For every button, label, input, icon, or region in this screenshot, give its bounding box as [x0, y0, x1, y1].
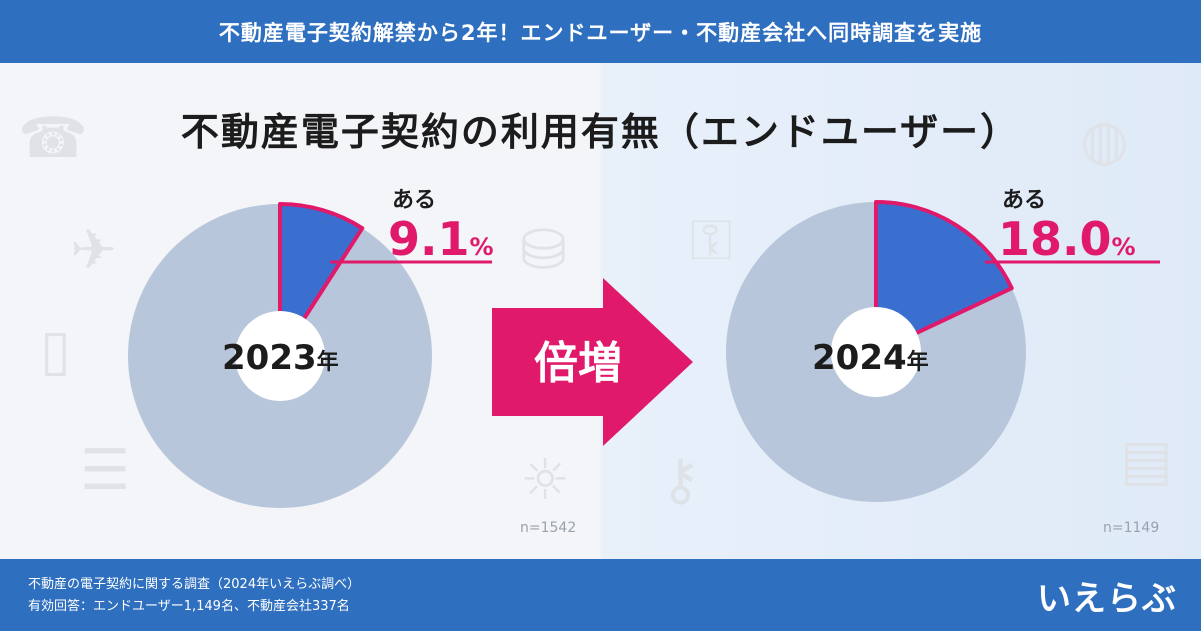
value-unit-2023: %: [469, 233, 494, 261]
footer-source: 不動産の電子契約に関する調査（2024年いえらぶ調べ）: [28, 577, 361, 592]
brand-logo: いえらぶ: [1037, 579, 1177, 619]
year-unit-2024: 年: [906, 350, 929, 375]
year-number-2024: 2024: [812, 338, 907, 378]
sample-size-2023: n=1542: [520, 520, 577, 536]
year-label-2024: 2024年: [812, 338, 929, 378]
donut-hole: [235, 311, 325, 401]
slice-label-2023: ある: [392, 188, 437, 213]
key-icon: ⚷: [660, 448, 702, 513]
top-banner: 不動産電子契約解禁から2年！エンドユーザー・不動産会社へ同時調査を実施: [0, 0, 1201, 63]
paper-plane-icon: ✈: [70, 218, 117, 283]
year-label-2023: 2023年: [222, 338, 339, 378]
lightbulb-icon: ☼: [520, 448, 571, 513]
banner-text: 不動産電子契約解禁から2年！エンドユーザー・不動産会社へ同時調査を実施: [218, 20, 983, 45]
slice-highlight: [874, 200, 1014, 354]
slice-label-2024: ある: [1002, 188, 1047, 213]
value-number-2024: 18.0: [998, 212, 1112, 266]
lock-icon: ⚿: [690, 208, 733, 273]
bottom-banner: 不動産の電子契約に関する調査（2024年いえらぶ調べ） 有効回答：エンドユーザー…: [0, 559, 1201, 631]
value-number-2023: 9.1: [388, 212, 470, 266]
main-title: 不動産電子契約の利用有無（エンドユーザー）: [180, 110, 1021, 154]
document-icon: ☰: [80, 438, 131, 503]
book-icon: ▤: [1120, 428, 1173, 493]
phone-icon: ☎: [18, 106, 88, 171]
year-number-2023: 2023: [222, 338, 317, 378]
value-unit-2024: %: [1111, 233, 1136, 261]
value-label-2023: 9.1%: [388, 216, 494, 262]
tablet-icon: ▯: [40, 318, 71, 383]
sample-size-2024: n=1149: [1103, 520, 1160, 536]
arrow-label: 倍増: [534, 338, 622, 389]
globe-icon: ◍: [1080, 108, 1129, 173]
database-icon: ⛁: [520, 218, 567, 283]
value-label-2024: 18.0%: [998, 216, 1136, 262]
arrow-shape: 倍増: [492, 278, 693, 446]
footer-respondents: 有効回答：エンドユーザー1,149名、不動産会社337名: [28, 599, 350, 614]
year-unit-2023: 年: [316, 350, 339, 375]
donut-hole: [831, 307, 921, 397]
